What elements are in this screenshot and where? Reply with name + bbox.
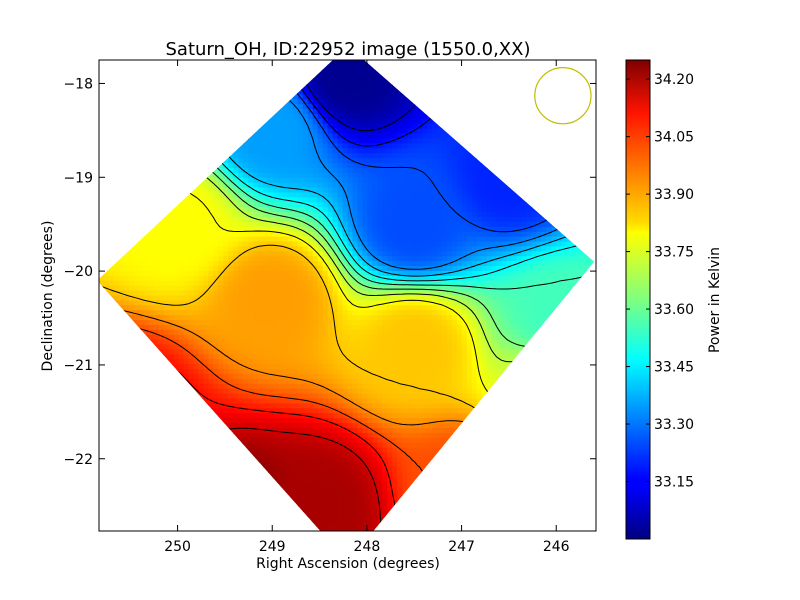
colorbar-frame [625, 59, 651, 540]
x-tick-label: 249 [259, 539, 286, 555]
colorbar-label: Power in Kelvin [707, 247, 723, 353]
y-tick-label: −18 [63, 76, 93, 92]
x-tick-label: 250 [164, 539, 191, 555]
colorbar: 34.20 34.05 33.90 33.75 33.60 33.45 33.30 33.15… [625, 59, 723, 540]
colorbar-ticks: 34.20 34.05 33.90 33.75 33.60 33.45 33.30 33.15 [626, 72, 694, 491]
beam-circle [534, 66, 592, 125]
x-tick-label: 248 [354, 539, 381, 555]
x-tick-label: 247 [448, 539, 475, 555]
axes-frame [98, 59, 597, 532]
y-axis-ticks: −18 −19 −20 −21 −22 [63, 76, 596, 468]
colorbar-tick-label: 33.75 [654, 245, 694, 261]
x-tick-label: 246 [543, 539, 570, 555]
chart-title: Saturn_OH, ID:22952 image (1550.0,XX) [166, 39, 531, 60]
y-tick-label: −20 [63, 264, 93, 280]
colorbar-tick-label: 33.90 [654, 187, 694, 203]
colorbar-tick-label: 33.15 [654, 475, 694, 491]
colorbar-tick-label: 34.05 [654, 130, 694, 146]
y-tick-label: −19 [63, 170, 93, 186]
colorbar-tick-label: 34.20 [654, 72, 694, 88]
colorbar-tick-label: 33.45 [654, 360, 694, 376]
colorbar-gradient [626, 60, 650, 539]
colorbar-tick-label: 33.60 [654, 302, 694, 318]
plot-area [98, 59, 597, 532]
x-axis-ticks: 250 249 248 247 246 [164, 60, 570, 555]
x-axis-label: Right Ascension (degrees) [256, 556, 440, 572]
y-axis-label: Declination (degrees) [40, 221, 56, 372]
y-tick-label: −22 [63, 452, 93, 468]
y-tick-label: −21 [63, 358, 93, 374]
colorbar-tick-label: 33.30 [654, 417, 694, 433]
